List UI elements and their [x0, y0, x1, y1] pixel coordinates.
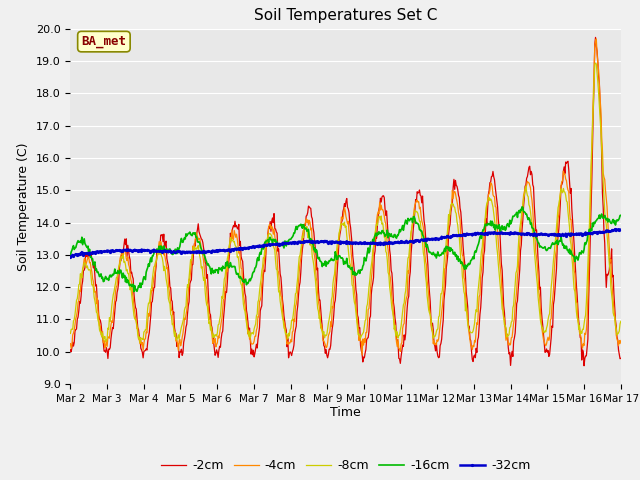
-2cm [580, 363, 588, 369]
-2cm [617, 356, 625, 361]
Line: -32cm: -32cm [70, 228, 621, 257]
-2cm [133, 315, 141, 321]
-32cm [67, 254, 74, 260]
-16cm [77, 238, 84, 244]
-8cm [429, 336, 437, 341]
-16cm [219, 263, 227, 269]
X-axis label: Time: Time [330, 407, 361, 420]
-4cm [133, 326, 141, 332]
Title: Soil Temperatures Set C: Soil Temperatures Set C [254, 9, 437, 24]
-2cm [592, 35, 600, 40]
-8cm [190, 244, 198, 250]
-4cm [77, 289, 84, 295]
-4cm [358, 352, 366, 358]
-32cm [413, 237, 420, 243]
-4cm [593, 36, 600, 42]
-32cm [429, 236, 436, 242]
Line: -2cm: -2cm [70, 37, 621, 366]
Line: -16cm: -16cm [70, 207, 621, 291]
-16cm [130, 288, 138, 294]
Text: BA_met: BA_met [81, 35, 127, 48]
-8cm [617, 319, 625, 324]
-2cm [413, 199, 420, 204]
-2cm [189, 262, 196, 267]
-16cm [134, 286, 141, 291]
-32cm [77, 251, 84, 257]
-8cm [67, 331, 74, 336]
Line: -4cm: -4cm [70, 39, 621, 355]
-16cm [413, 220, 421, 226]
-8cm [413, 209, 421, 215]
-8cm [219, 295, 227, 301]
-2cm [77, 300, 84, 306]
-16cm [518, 204, 526, 210]
-2cm [429, 320, 436, 326]
-32cm [189, 249, 196, 254]
Line: -8cm: -8cm [70, 63, 621, 343]
-16cm [67, 253, 74, 259]
-4cm [189, 243, 196, 249]
-4cm [218, 315, 226, 321]
-8cm [133, 323, 141, 329]
-4cm [413, 197, 421, 203]
-8cm [77, 271, 84, 276]
-32cm [617, 227, 625, 233]
-2cm [67, 347, 74, 353]
-32cm [612, 227, 620, 232]
-2cm [218, 330, 226, 336]
-32cm [133, 248, 141, 253]
-4cm [67, 341, 74, 347]
-4cm [617, 338, 625, 344]
-8cm [136, 340, 144, 346]
-16cm [617, 212, 625, 218]
-32cm [218, 248, 226, 253]
-16cm [429, 250, 437, 255]
-16cm [190, 230, 198, 236]
-8cm [592, 60, 600, 66]
-4cm [429, 341, 437, 347]
Y-axis label: Soil Temperature (C): Soil Temperature (C) [17, 142, 30, 271]
Legend: -2cm, -4cm, -8cm, -16cm, -32cm: -2cm, -4cm, -8cm, -16cm, -32cm [156, 454, 536, 477]
